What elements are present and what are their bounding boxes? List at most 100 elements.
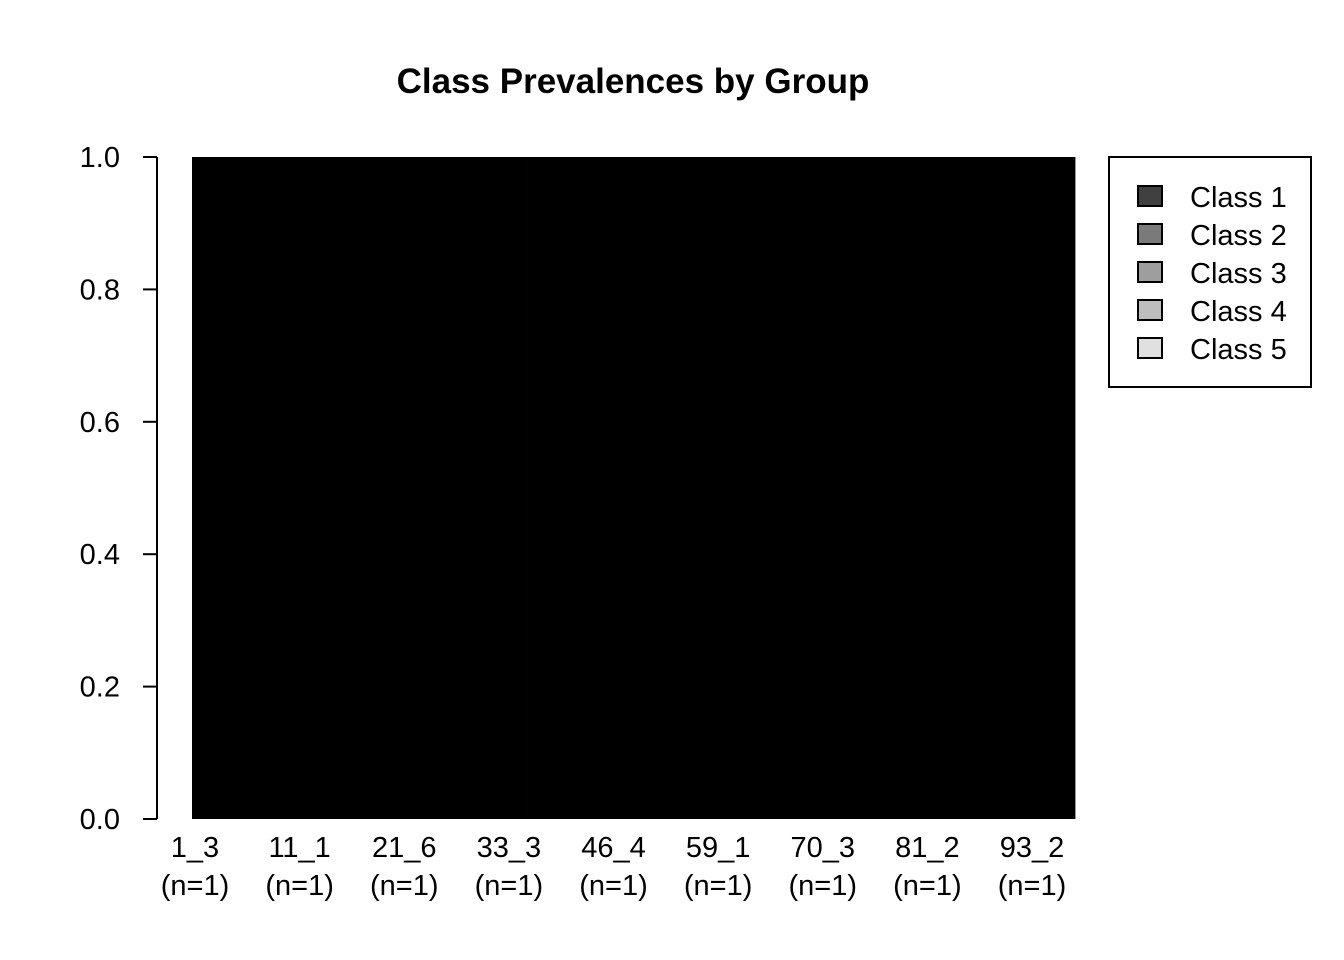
bar bbox=[624, 157, 634, 819]
bar bbox=[262, 157, 272, 819]
x-tick-count-label: (n=1) bbox=[684, 870, 753, 902]
legend: Class 1 Class 2 Class 3 Class 4 Class 5 bbox=[1108, 156, 1312, 388]
legend-swatch bbox=[1137, 185, 1163, 207]
bar bbox=[712, 157, 723, 819]
bar bbox=[1057, 157, 1067, 819]
bar bbox=[1048, 157, 1058, 819]
bar bbox=[289, 157, 299, 819]
x-tick-label: 11_1 bbox=[268, 832, 330, 864]
bar bbox=[942, 157, 952, 819]
bar bbox=[368, 157, 378, 819]
bar bbox=[227, 157, 237, 819]
bar bbox=[430, 157, 440, 819]
x-tick-label: 93_2 bbox=[1000, 832, 1065, 864]
bar bbox=[951, 157, 961, 819]
legend-swatch bbox=[1137, 223, 1163, 245]
bar bbox=[677, 157, 687, 819]
bar bbox=[501, 157, 511, 819]
x-tick-count-label: (n=1) bbox=[370, 870, 439, 902]
bar bbox=[395, 157, 405, 819]
bar bbox=[792, 157, 802, 819]
x-tick-label: 81_2 bbox=[895, 832, 960, 864]
bar bbox=[668, 157, 679, 819]
bar bbox=[845, 157, 855, 819]
bar bbox=[200, 157, 211, 819]
legend-swatch bbox=[1137, 261, 1163, 283]
bar bbox=[801, 157, 811, 819]
legend-label: Class 5 bbox=[1190, 334, 1287, 366]
bar bbox=[236, 157, 246, 819]
bar bbox=[386, 157, 396, 819]
y-axis: 0.0 0.2 0.4 0.6 0.8 1.0 bbox=[80, 142, 158, 836]
bar bbox=[818, 157, 829, 819]
bar bbox=[527, 157, 537, 819]
bar bbox=[377, 157, 387, 819]
x-tick-count-label: (n=1) bbox=[893, 870, 962, 902]
bar bbox=[562, 157, 573, 819]
bar bbox=[960, 157, 970, 819]
legend-label: Class 2 bbox=[1190, 220, 1287, 252]
bar bbox=[924, 157, 935, 819]
bar bbox=[448, 157, 458, 819]
bar bbox=[633, 157, 643, 819]
bar bbox=[1066, 157, 1076, 819]
bar bbox=[986, 157, 996, 819]
bar bbox=[871, 157, 882, 819]
x-tick-label: 1_3 bbox=[171, 832, 219, 864]
x-tick-count-label: (n=1) bbox=[998, 870, 1067, 902]
bar bbox=[651, 157, 661, 819]
bar bbox=[412, 157, 422, 819]
chart-title: Class Prevalences by Group bbox=[397, 62, 870, 101]
bar bbox=[545, 157, 555, 819]
bar bbox=[607, 157, 617, 819]
bar bbox=[192, 157, 202, 819]
x-tick-count-label: (n=1) bbox=[265, 870, 334, 902]
bar bbox=[783, 157, 793, 819]
bar bbox=[439, 157, 449, 819]
bar bbox=[659, 157, 670, 819]
bar bbox=[969, 157, 979, 819]
y-tick-label: 0.4 bbox=[80, 539, 120, 571]
bar bbox=[580, 157, 590, 819]
bar bbox=[1030, 157, 1041, 819]
y-tick-label: 0.8 bbox=[80, 274, 120, 306]
bar bbox=[757, 157, 767, 819]
bar bbox=[977, 157, 988, 819]
bar bbox=[836, 157, 846, 819]
bar bbox=[774, 157, 785, 819]
bar bbox=[748, 157, 758, 819]
bar bbox=[810, 157, 820, 819]
bar bbox=[306, 157, 317, 819]
bar bbox=[598, 157, 608, 819]
x-axis: 1_3 (n=1) 11_1 (n=1) 21_6 (n=1) 33_3 (n=1) 46_4 (… bbox=[161, 832, 1067, 902]
y-tick-label: 0.0 bbox=[80, 804, 120, 836]
bar bbox=[244, 157, 255, 819]
bar bbox=[403, 157, 414, 819]
legend-swatch bbox=[1137, 337, 1163, 359]
bar bbox=[863, 157, 873, 819]
x-tick-label: 59_1 bbox=[686, 832, 751, 864]
bar bbox=[721, 157, 732, 819]
bar bbox=[739, 157, 749, 819]
x-tick-count-label: (n=1) bbox=[161, 870, 230, 902]
legend-label: Class 1 bbox=[1190, 182, 1287, 214]
legend-label: Class 3 bbox=[1190, 258, 1287, 290]
y-tick-label: 0.6 bbox=[80, 407, 120, 439]
x-tick-count-label: (n=1) bbox=[475, 870, 544, 902]
bar bbox=[536, 157, 546, 819]
bar bbox=[209, 157, 219, 819]
bar bbox=[421, 157, 431, 819]
bar bbox=[889, 157, 899, 819]
bar bbox=[297, 157, 308, 819]
bar bbox=[271, 157, 281, 819]
x-tick-count-label: (n=1) bbox=[788, 870, 857, 902]
bar bbox=[280, 157, 290, 819]
x-tick-count-label: (n=1) bbox=[579, 870, 648, 902]
bar bbox=[730, 157, 740, 819]
bar bbox=[589, 157, 599, 819]
bar bbox=[359, 157, 369, 819]
bar bbox=[465, 157, 475, 819]
bar bbox=[333, 157, 343, 819]
bar bbox=[518, 157, 528, 819]
bar bbox=[1004, 157, 1014, 819]
